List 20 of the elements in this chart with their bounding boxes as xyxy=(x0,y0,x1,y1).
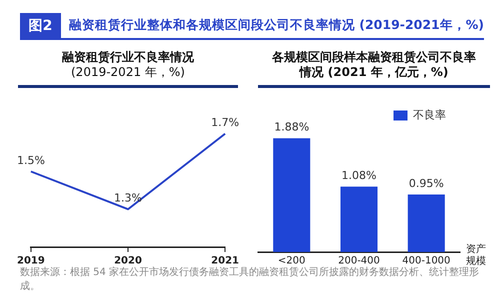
chart-title: 融资租赁行业不良率情况 xyxy=(61,50,195,65)
data-label: 1.3% xyxy=(114,192,142,205)
x-tick-label: 2021 xyxy=(211,256,240,267)
x-axis-title: 资产规模 xyxy=(466,244,487,267)
x-tick-label: 200-400 xyxy=(338,256,380,267)
chart-subtitle: (2019-2021 年，%) xyxy=(70,65,186,80)
x-tick-label: <200 xyxy=(278,256,306,267)
x-tick-label: 400-1000 xyxy=(402,256,450,267)
source-note: 数据来源：根据 54 家在公开市场发行债务融资工具的融资租赁公司所披露的财务数据分析、统计整理形成。 xyxy=(20,266,480,294)
data-label: 0.95% xyxy=(408,176,444,190)
legend-label: 不良率 xyxy=(413,108,446,122)
data-label: 1.5% xyxy=(16,154,45,167)
x-tick-label: 2020 xyxy=(114,256,142,267)
data-label: 1.08% xyxy=(342,169,376,182)
text: 图2 xyxy=(20,13,61,38)
data-label: 1.7% xyxy=(211,116,240,130)
chart-title: 各规模区间段样本融资租赁公司不良率情况 (2021 年，亿元，%) xyxy=(271,50,477,80)
text: 融资租赁行业整体和各规模区间段公司不良率情况 (2019-2021年，%) xyxy=(68,17,484,34)
x-tick-label: 2019 xyxy=(16,256,45,267)
data-label: 1.88% xyxy=(274,120,310,134)
